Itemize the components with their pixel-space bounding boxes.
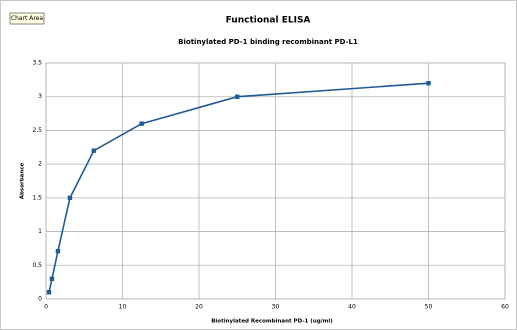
x-tick-label: 20 <box>195 304 203 311</box>
y-tick-label: 1 <box>38 228 42 235</box>
data-point <box>426 81 431 86</box>
x-tick-label: 50 <box>425 304 433 311</box>
x-axis-label: Biotinylated Recombinant PD-1 (ug/ml) <box>211 319 333 325</box>
y-tick-label: 2.5 <box>32 127 42 134</box>
y-tick-label: 0 <box>38 296 42 303</box>
data-point <box>139 121 144 126</box>
plot-border <box>45 62 506 300</box>
x-tick-label: 40 <box>348 304 356 311</box>
tooltip-box <box>9 12 45 25</box>
tooltip: Chart Area <box>11 15 44 22</box>
y-tick-label: 2 <box>38 161 42 168</box>
x-tick-label: 0 <box>44 304 48 311</box>
x-tick-label: 10 <box>119 304 127 311</box>
y-tick-label: 3 <box>38 93 42 100</box>
x-tick-label: 30 <box>272 304 280 311</box>
y-tick-label: 1.5 <box>32 194 42 201</box>
y-axis-label: Absorbance <box>20 162 26 199</box>
data-point <box>235 94 240 99</box>
chart-subtitle: Biotinylated PD-1 binding recombinant PD… <box>178 38 358 46</box>
chart-title: Functional ELISA <box>226 16 311 26</box>
data-point <box>49 276 55 281</box>
data-point <box>91 148 97 153</box>
y-tick-label: 3.5 <box>32 60 42 67</box>
data-line <box>48 82 429 293</box>
data-point <box>67 195 73 201</box>
y-tick-label: 0.5 <box>32 262 42 269</box>
data-point <box>55 248 61 254</box>
data-point <box>46 290 52 295</box>
x-tick-label: 60 <box>501 304 509 311</box>
